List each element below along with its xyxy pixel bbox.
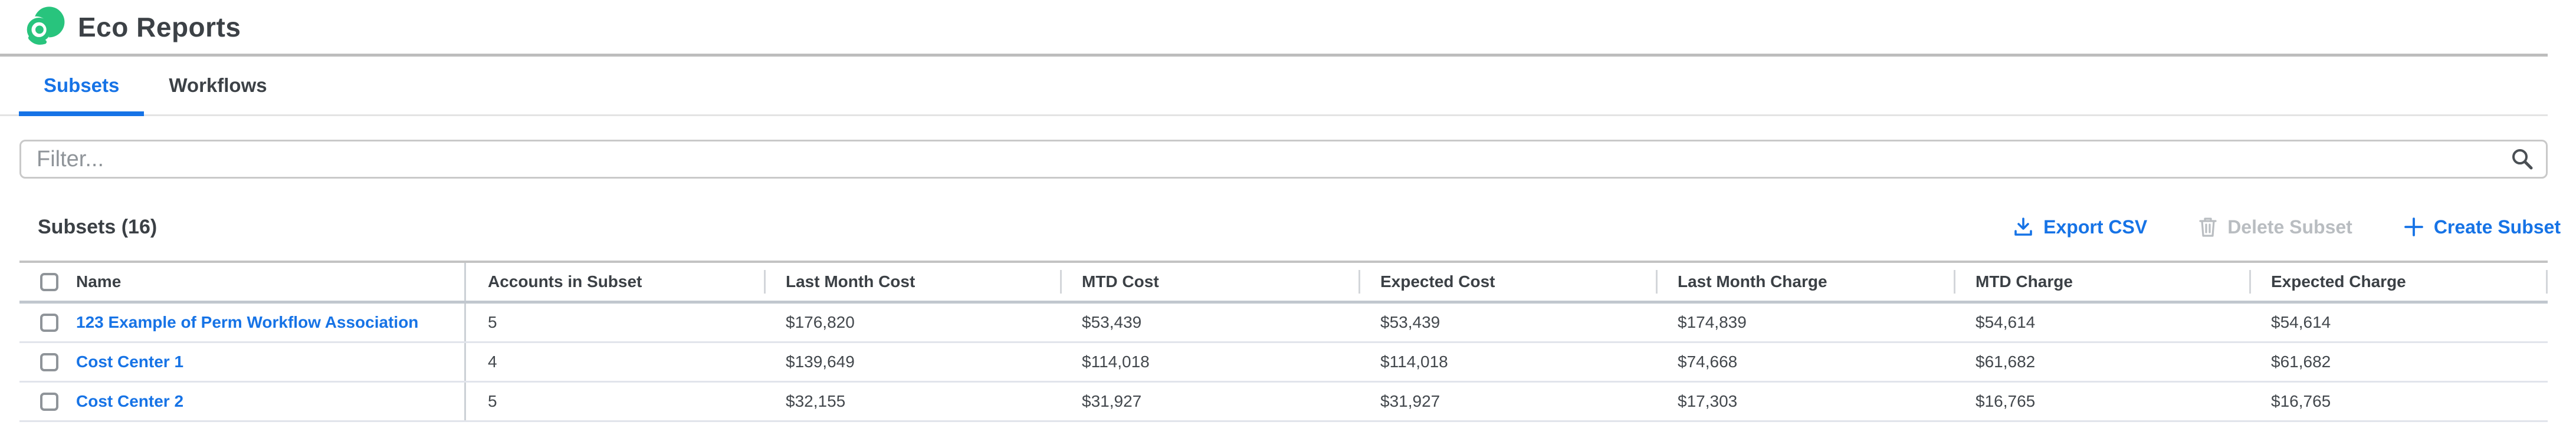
plus-icon xyxy=(2404,218,2423,236)
table-row: 123 Example of Perm Workflow Association… xyxy=(19,304,2548,343)
filter-bar xyxy=(19,140,2548,179)
name-cell: Cost Center 1 xyxy=(19,343,466,381)
select-all-checkbox[interactable] xyxy=(40,272,58,291)
table-actions: Export CSV Delete Subset Create Subset xyxy=(2013,216,2561,238)
delete-subset-button[interactable]: Delete Subset xyxy=(2198,216,2352,238)
tab-subsets[interactable]: Subsets xyxy=(19,57,145,116)
eco-logo-icon xyxy=(21,6,65,45)
filter-input[interactable] xyxy=(19,140,2548,179)
table-row: Cost Center 2 5 $32,155 $31,927 $31,927 … xyxy=(19,383,2548,422)
name-cell: 123 Example of Perm Workflow Association xyxy=(19,304,466,341)
last-month-cost-cell: $32,155 xyxy=(786,392,846,410)
subset-link[interactable]: Cost Center 1 xyxy=(76,352,184,371)
expected-cost-cell: $53,439 xyxy=(1380,313,1440,331)
last-month-charge-cell: $74,668 xyxy=(1678,352,1738,371)
accounts-cell: 5 xyxy=(488,392,497,410)
tab-workflows[interactable]: Workflows xyxy=(169,74,267,96)
header-cell-mtd-charge: MTD Charge xyxy=(1954,263,2249,301)
header-cell-last-month-cost: Last Month Cost xyxy=(764,263,1060,301)
subset-link[interactable]: Cost Center 2 xyxy=(76,392,184,410)
last-month-cost-cell: $176,820 xyxy=(786,313,855,331)
row-checkbox[interactable] xyxy=(40,392,58,411)
section-bar: Subsets (16) Export CSV Delete Subset Cr… xyxy=(38,212,2561,242)
subsets-table: Name Accounts in Subset Last Month Cost … xyxy=(19,261,2548,422)
mtd-cost-cell: $53,439 xyxy=(1082,313,1142,331)
header-cell-mtd-cost: MTD Cost xyxy=(1060,263,1358,301)
name-cell: Cost Center 2 xyxy=(19,383,466,420)
mtd-charge-cell: $16,765 xyxy=(1976,392,2036,410)
column-label: Name xyxy=(76,272,122,291)
subset-link[interactable]: 123 Example of Perm Workflow Association xyxy=(76,313,419,331)
create-subset-label: Create Subset xyxy=(2433,216,2561,238)
header-cell-name: Name xyxy=(19,263,466,301)
expected-charge-cell: $16,765 xyxy=(2271,392,2331,410)
mtd-charge-cell: $61,682 xyxy=(1976,352,2036,371)
expected-charge-cell: $54,614 xyxy=(2271,313,2331,331)
table-row: Cost Center 1 4 $139,649 $114,018 $114,0… xyxy=(19,343,2548,383)
last-month-charge-cell: $17,303 xyxy=(1678,392,1738,410)
create-subset-button[interactable]: Create Subset xyxy=(2403,216,2561,238)
export-csv-label: Export CSV xyxy=(2043,216,2148,238)
app-header: Eco Reports xyxy=(0,0,2548,57)
table-header-row: Name Accounts in Subset Last Month Cost … xyxy=(19,263,2548,304)
export-csv-button[interactable]: Export CSV xyxy=(2013,216,2147,238)
mtd-charge-cell: $54,614 xyxy=(1976,313,2036,331)
accounts-cell: 5 xyxy=(488,313,497,331)
download-icon xyxy=(2014,218,2032,236)
header-cell-expected-charge: Expected Charge xyxy=(2249,263,2548,301)
search-icon[interactable] xyxy=(2510,147,2535,172)
mtd-cost-cell: $114,018 xyxy=(1082,352,1150,371)
row-checkbox[interactable] xyxy=(40,352,58,371)
header-cell-expected-cost: Expected Cost xyxy=(1358,263,1656,301)
expected-cost-cell: $31,927 xyxy=(1380,392,1440,410)
mtd-cost-cell: $31,927 xyxy=(1082,392,1142,410)
expected-charge-cell: $61,682 xyxy=(2271,352,2331,371)
header-cell-last-month-charge: Last Month Charge xyxy=(1656,263,1954,301)
accounts-cell: 4 xyxy=(488,352,497,371)
page-title: Eco Reports xyxy=(78,11,241,42)
last-month-charge-cell: $174,839 xyxy=(1678,313,1747,331)
row-checkbox[interactable] xyxy=(40,313,58,332)
last-month-cost-cell: $139,649 xyxy=(786,352,855,371)
tab-bar: Subsets Workflows xyxy=(0,57,2548,116)
subsets-count-heading: Subsets (16) xyxy=(38,215,157,238)
trash-icon xyxy=(2199,218,2217,237)
expected-cost-cell: $114,018 xyxy=(1380,352,1448,371)
delete-subset-label: Delete Subset xyxy=(2227,216,2352,238)
header-cell-accounts: Accounts in Subset xyxy=(488,272,642,291)
